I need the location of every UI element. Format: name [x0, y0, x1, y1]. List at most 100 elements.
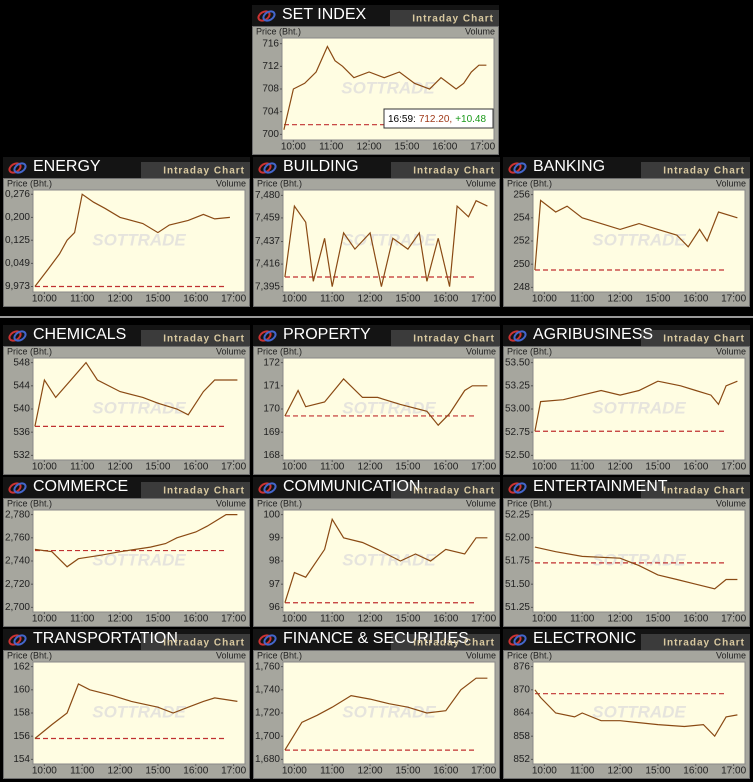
x-tick-label: 17:00 — [471, 294, 496, 305]
x-tick-label: 16:00 — [683, 614, 708, 625]
watermark: SOTTRADE — [592, 398, 686, 417]
x-tick-label: 17:00 — [721, 462, 746, 473]
y-tick-label: 708 — [262, 84, 279, 95]
y2-axis-label: Volume — [466, 346, 496, 356]
y-tick-label: 52.50 — [505, 450, 530, 461]
icon — [13, 162, 27, 174]
x-tick-label: 15:00 — [645, 614, 670, 625]
panel-subtitle: Intraday Chart — [663, 166, 745, 177]
watermark: SOTTRADE — [92, 702, 186, 721]
y-tick-label: 540 — [13, 404, 30, 415]
y2-axis-label: Volume — [716, 650, 746, 660]
price-line — [284, 199, 488, 287]
y2-axis-label: Volume — [216, 498, 246, 508]
y-tick-label: 158 — [13, 708, 30, 719]
chart-panel: CHEMICALS Intraday Chart Price (Bht.) Volum… — [3, 325, 250, 475]
plot-area — [282, 189, 496, 293]
x-tick-label: 16:00 — [183, 766, 208, 777]
y-axis-label: Price (Bht.) — [507, 346, 552, 356]
header-sub-bar — [641, 482, 750, 498]
panel-subtitle: Intraday Chart — [163, 486, 245, 497]
x-tick-label: 15:00 — [395, 614, 420, 625]
price-line — [534, 380, 738, 432]
x-tick-label: 15:00 — [395, 766, 420, 777]
watermark: SOTTRADE — [592, 550, 686, 569]
y-tick-label: 162 — [13, 661, 30, 672]
x-tick-label: 12:00 — [358, 766, 383, 777]
header-sub-bar — [641, 330, 750, 346]
x-tick-label: 16:00 — [683, 766, 708, 777]
x-tick-label: 11:00 — [70, 614, 95, 625]
panel-title: FINANCE & SECURITIES — [283, 630, 469, 647]
panel-subtitle: Intraday Chart — [412, 14, 494, 25]
y-tick-label: 248 — [513, 282, 530, 293]
y-axis-label: Price (Bht.) — [257, 650, 302, 660]
y-axis-label: Price (Bht.) — [7, 178, 52, 188]
y-tick-label: 9,973 — [5, 281, 30, 292]
panel-title: ELECTRONIC — [533, 630, 636, 647]
x-tick-label: 11:00 — [70, 462, 95, 473]
x-tick-label: 17:00 — [471, 462, 496, 473]
panel-title: ENTERTAINMENT — [533, 478, 668, 495]
y-tick-label: 156 — [13, 731, 30, 742]
x-tick-label: 10:00 — [532, 766, 557, 777]
y-tick-label: 172 — [263, 357, 280, 368]
y-tick-label: 169 — [263, 427, 280, 438]
x-tick-label: 12:00 — [608, 294, 633, 305]
icon — [513, 482, 527, 494]
x-tick-label: 17:00 — [221, 614, 246, 625]
y-axis-label: Price (Bht.) — [7, 650, 52, 660]
y-tick-label: 704 — [262, 106, 279, 117]
watermark: SOTTRADE — [592, 230, 686, 249]
y2-axis-label: Volume — [465, 26, 495, 36]
chart-panel: BUILDING Intraday Chart Price (Bht.) Volume… — [253, 157, 500, 307]
x-tick-label: 10:00 — [281, 142, 306, 153]
x-tick-label: 12:00 — [108, 766, 133, 777]
y-tick-label: 858 — [513, 731, 530, 742]
y-tick-label: 1,760 — [255, 661, 280, 672]
y-tick-label: 252 — [513, 236, 530, 247]
y-tick-label: 52.00 — [505, 532, 530, 543]
x-tick-label: 17:00 — [721, 766, 746, 777]
y-tick-label: 1,680 — [255, 754, 280, 765]
x-tick-label: 12:00 — [358, 614, 383, 625]
price-line — [534, 689, 738, 738]
y-tick-label: 51.25 — [505, 602, 530, 613]
plot-area — [282, 661, 496, 765]
x-tick-label: 12:00 — [108, 614, 133, 625]
icon — [263, 162, 277, 174]
x-tick-label: 17:00 — [721, 614, 746, 625]
y-tick-label: 7,395 — [255, 281, 280, 292]
x-tick-label: 10:00 — [532, 462, 557, 473]
tooltip-value: 712.20, — [419, 114, 452, 125]
x-tick-label: 11:00 — [320, 766, 345, 777]
plot-area — [32, 189, 246, 293]
y2-axis-label: Volume — [466, 178, 496, 188]
panel-title: BUILDING — [283, 158, 359, 175]
panel-subtitle: Intraday Chart — [413, 334, 495, 345]
x-tick-label: 16:00 — [433, 614, 458, 625]
x-tick-label: 16:00 — [683, 462, 708, 473]
tooltip-change: +10.48 — [455, 114, 486, 125]
x-tick-label: 12:00 — [608, 462, 633, 473]
x-tick-label: 15:00 — [145, 614, 170, 625]
header-sub-bar — [141, 330, 250, 346]
x-tick-label: 17:00 — [721, 294, 746, 305]
y-tick-label: 700 — [262, 129, 279, 140]
x-tick-label: 17:00 — [221, 766, 246, 777]
panel-subtitle: Intraday Chart — [413, 638, 495, 649]
panel-subtitle: Intraday Chart — [413, 166, 495, 177]
y-axis-label: Price (Bht.) — [7, 346, 52, 356]
x-tick-label: 12:00 — [358, 294, 383, 305]
y-tick-label: 2,780 — [5, 509, 30, 520]
chart-panel: SET INDEX Intraday Chart Price (Bht.) Volum… — [252, 5, 499, 155]
x-tick-label: 12:00 — [608, 614, 633, 625]
x-tick-label: 11:00 — [319, 142, 344, 153]
header-sub-bar — [391, 162, 500, 178]
x-tick-label: 15:00 — [395, 462, 420, 473]
header-sub-bar — [391, 482, 500, 498]
x-tick-label: 17:00 — [221, 462, 246, 473]
chart-panel: ELECTRONIC Intraday Chart Price (Bht.) Volu… — [503, 629, 750, 779]
